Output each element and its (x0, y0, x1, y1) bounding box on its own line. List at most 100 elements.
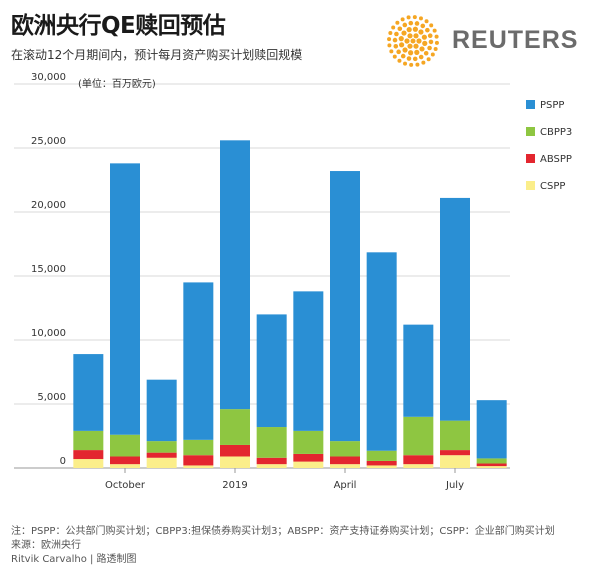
legend-label-cspp: CSPP (540, 181, 565, 192)
y-tick-label: 25,000 (31, 136, 66, 147)
bar-pspp-4 (220, 140, 250, 410)
bar-cspp-9 (403, 464, 434, 468)
bar-cspp-6 (293, 461, 324, 468)
logo-dot (412, 56, 418, 62)
logo-dot (412, 15, 417, 20)
footnote: 注：PSPP：公共部门购买计划；CBPP3:担保债券购买计划3；ABSPP：资产… (11, 526, 555, 537)
logo-dot (418, 16, 423, 21)
logo-dot (412, 26, 418, 32)
chart-title: 欧洲央行QE赎回预估 (11, 13, 226, 39)
credit-note: Ritvik Carvalho | 路透制图 (11, 554, 137, 565)
bar-cbpp3-6 (293, 430, 324, 454)
logo-dot (410, 38, 416, 44)
chart-subtitle: 在滚动12个月期间内，预计每月资产购买计划赎回规模 (11, 48, 303, 62)
reuters-logo-icon (387, 15, 439, 67)
logo-dot (421, 34, 427, 40)
logo-dot (427, 45, 432, 51)
logo-dot (392, 54, 397, 59)
logo-dot (424, 19, 429, 24)
bar-cbpp3-4 (220, 409, 250, 445)
bar-cspp-7 (330, 464, 360, 468)
logo-dot (395, 20, 400, 25)
logo-dot (401, 30, 407, 36)
logo-dot (388, 31, 393, 36)
x-tick-label: October (105, 480, 146, 491)
source-note: 来源：欧洲央行 (11, 540, 81, 551)
y-tick-label: 10,000 (31, 328, 66, 339)
legend-swatch-pspp (526, 100, 535, 109)
logo-dot (404, 38, 410, 44)
logo-dot (400, 17, 405, 22)
legend-label-cbpp3: CBPP3 (540, 127, 572, 138)
x-axis-ticks: October 2019 April July (105, 468, 464, 491)
bar-cbpp3-2 (146, 441, 177, 453)
logo-dot (400, 53, 406, 59)
bar-pspp-7 (330, 171, 360, 442)
bar-abspp-1 (110, 456, 140, 465)
bar-pspp-0 (73, 354, 104, 431)
bar-cspp-3 (183, 465, 214, 468)
bar-abspp-4 (220, 444, 250, 457)
logo-dot (409, 62, 414, 67)
legend-swatch-abspp (526, 154, 535, 163)
bar-abspp-9 (403, 455, 434, 465)
x-tick-label: April (334, 480, 357, 491)
logo-dot (393, 43, 399, 49)
bar-cspp-5 (256, 464, 287, 468)
reuters-brand: REUTERS (452, 26, 579, 54)
bar-pspp-9 (403, 324, 434, 417)
logo-dot (423, 50, 429, 56)
logo-dot (397, 26, 403, 32)
bar-cbpp3-7 (330, 441, 360, 457)
logo-dot (387, 43, 392, 48)
bar-abspp-0 (73, 450, 104, 460)
bar-pspp-2 (146, 379, 177, 442)
logo-dot (434, 34, 439, 39)
legend: PSPP CBPP3 ABSPP CSPP (526, 100, 572, 192)
logo-dot (402, 47, 408, 53)
bar-abspp-6 (293, 453, 324, 462)
logo-dot (403, 61, 408, 66)
logo-dot (430, 52, 435, 57)
bar-cspp-0 (73, 459, 104, 468)
logo-dot (420, 23, 426, 29)
logo-dot (392, 37, 398, 43)
logo-dot (402, 22, 408, 28)
bar-cspp-11 (476, 466, 507, 468)
bar-abspp-11 (476, 463, 507, 467)
logo-dot (425, 27, 430, 33)
bar-cbpp3-9 (403, 416, 434, 456)
logo-dot (387, 37, 392, 42)
y-tick-label: 0 (60, 456, 66, 467)
y-axis-ticks: 0 5,000 10,000 15,000 20,000 25,000 30,000 (31, 72, 66, 467)
logo-dot (434, 40, 439, 45)
bar-pspp-3 (183, 282, 214, 440)
bar-abspp-2 (146, 452, 177, 458)
bar-cbpp3-0 (73, 430, 104, 451)
logo-dot (413, 43, 419, 49)
bar-cbpp3-11 (476, 458, 507, 464)
logo-dot (408, 20, 414, 26)
bar-pspp-11 (476, 400, 507, 459)
unit-label: (单位：百万欧元) (78, 77, 156, 90)
logo-dot (421, 60, 426, 65)
legend-swatch-cspp (526, 181, 535, 190)
bar-cspp-4 (220, 456, 250, 468)
bar-abspp-7 (330, 456, 360, 465)
logo-dot (427, 33, 433, 39)
bar-cbpp3-3 (183, 439, 214, 456)
x-tick-label: 2019 (222, 480, 247, 491)
logo-dot (414, 49, 420, 55)
logo-dot (428, 39, 434, 45)
legend-swatch-cbpp3 (526, 127, 535, 136)
logo-dot (396, 49, 401, 55)
logo-dot (397, 58, 402, 63)
logo-dot (418, 29, 424, 35)
bar-pspp-6 (293, 291, 324, 431)
bar-cbpp3-10 (440, 420, 470, 451)
logo-dot (406, 56, 412, 61)
logo-dot (389, 49, 394, 54)
y-tick-label: 5,000 (37, 392, 66, 403)
logo-dot (408, 50, 414, 56)
bar-cbpp3-1 (110, 434, 140, 457)
